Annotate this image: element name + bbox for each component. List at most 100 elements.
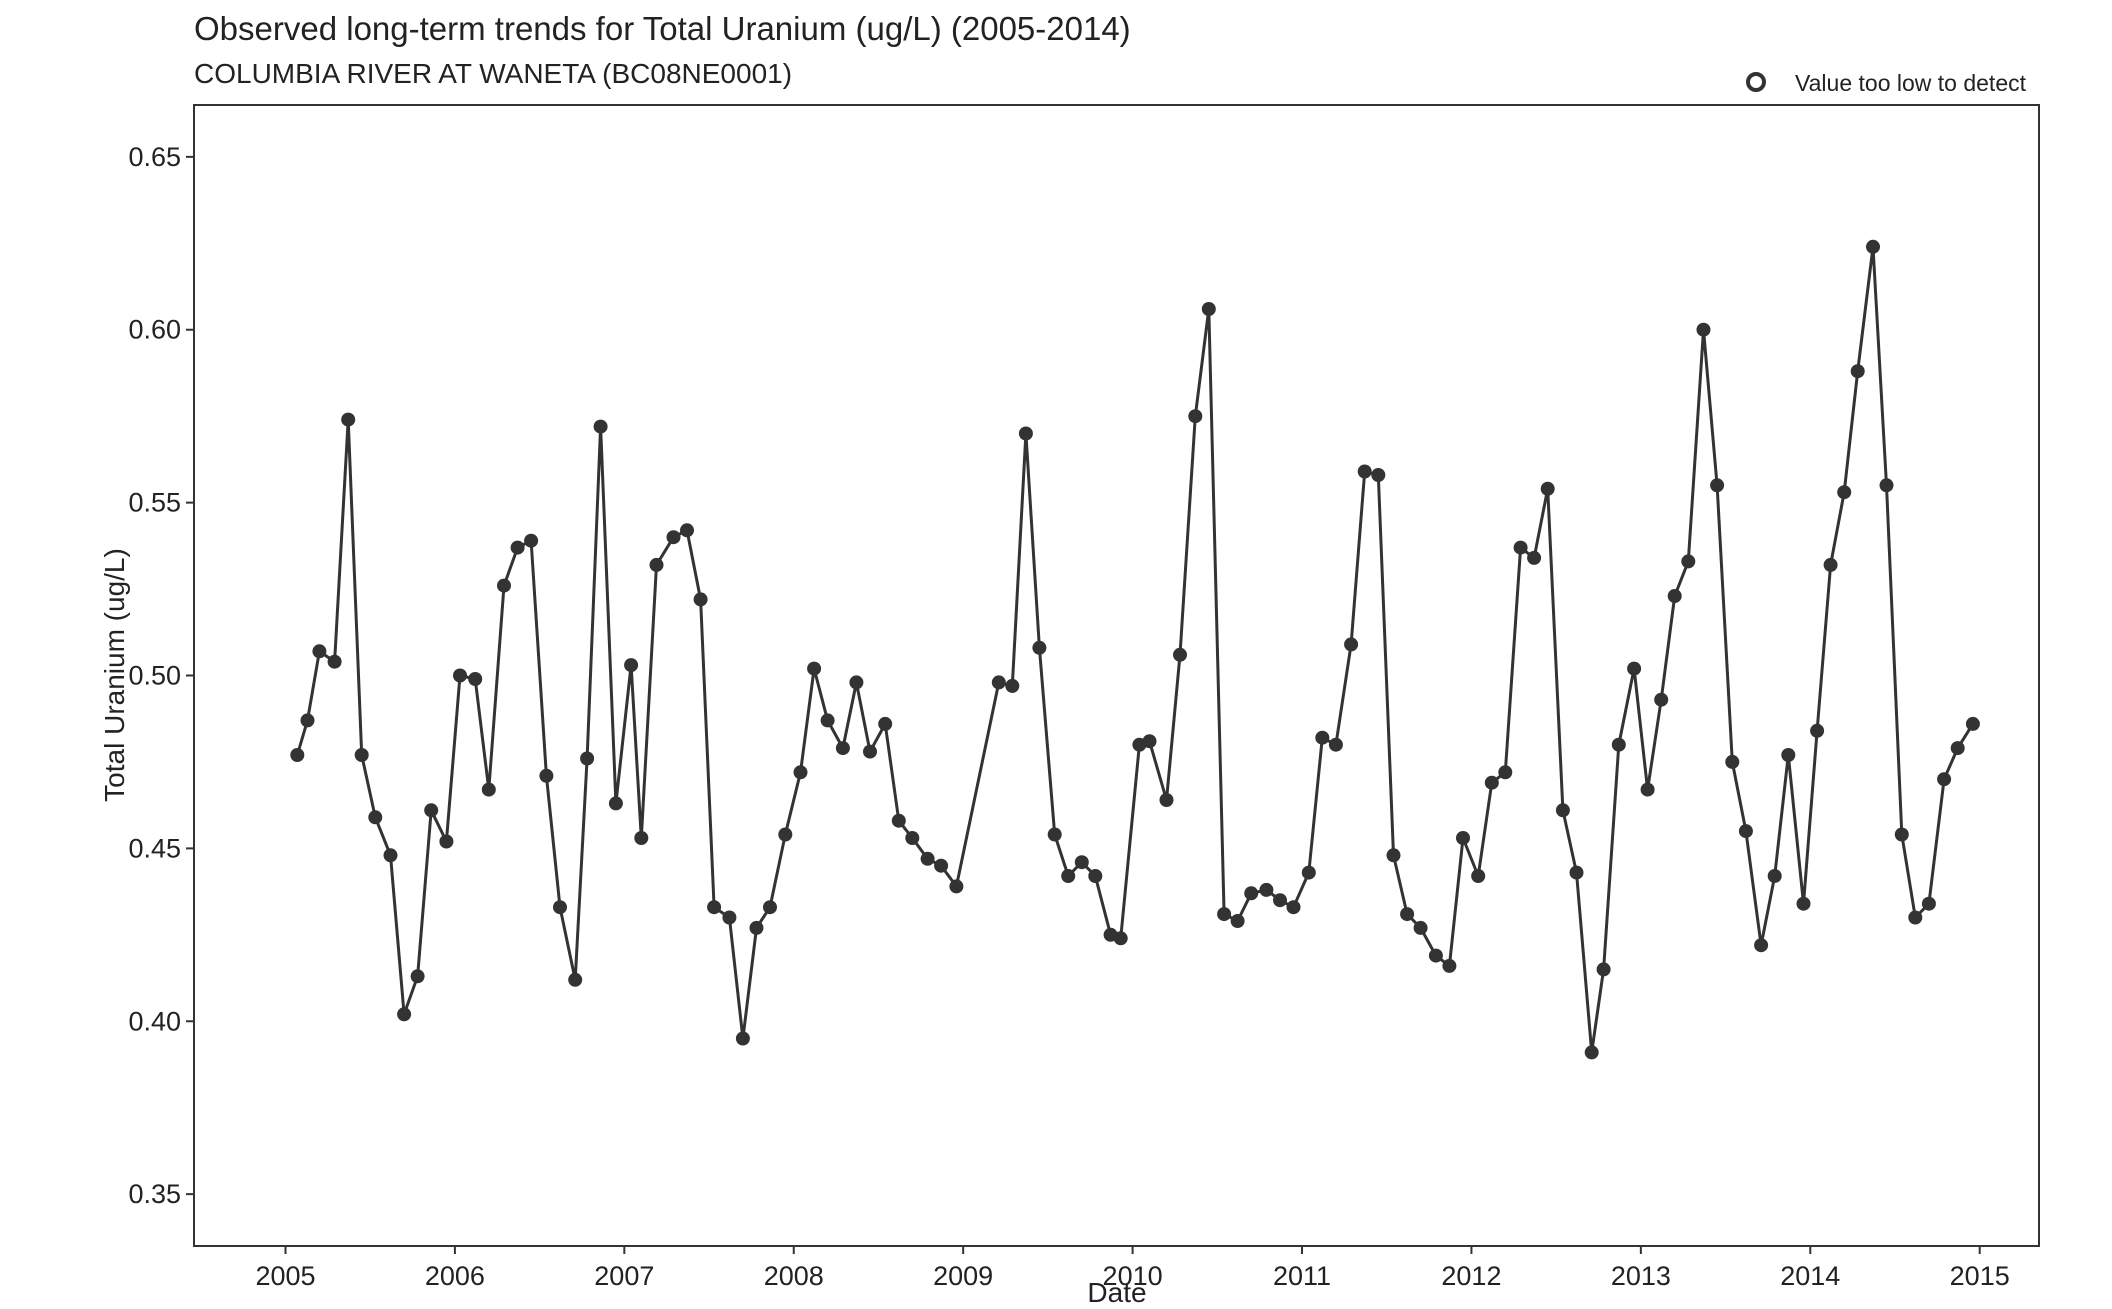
data-point [1428, 948, 1443, 963]
x-tick-label: 2008 [764, 1261, 824, 1291]
data-point [1032, 640, 1047, 655]
data-point [634, 831, 649, 845]
data-point [290, 748, 305, 762]
data-point [1413, 920, 1428, 935]
data-point [1244, 886, 1259, 901]
data-point [1908, 910, 1923, 925]
data-point [354, 748, 369, 762]
data-point [1569, 865, 1584, 880]
data-point [1767, 869, 1782, 883]
data-point [1754, 938, 1769, 953]
data-point [468, 672, 483, 686]
data-point [383, 848, 398, 863]
data-point [1005, 678, 1020, 693]
data-point [327, 654, 342, 669]
data-point [1866, 239, 1880, 254]
data-point [1386, 848, 1401, 863]
data-point [1950, 741, 1965, 756]
data-point [1442, 958, 1457, 973]
data-point [1074, 855, 1089, 870]
data-point [1498, 765, 1513, 780]
data-point [905, 831, 920, 845]
data-point [1061, 869, 1076, 883]
data-point [1159, 793, 1174, 807]
data-point [749, 920, 764, 935]
data-point [1344, 637, 1359, 652]
data-point [397, 1007, 412, 1022]
data-point [793, 765, 808, 780]
data-point [1217, 907, 1232, 922]
data-point [1937, 772, 1952, 787]
data-point [949, 879, 964, 894]
data-point [524, 533, 539, 548]
data-point [1596, 962, 1611, 977]
data-point [1781, 748, 1796, 762]
data-point [878, 716, 893, 731]
x-tick-label: 2009 [933, 1261, 993, 1291]
chart-subtitle: COLUMBIA RIVER AT WANETA (BC08NE0001) [194, 58, 792, 89]
data-point [312, 644, 327, 659]
data-point [593, 419, 608, 434]
data-point [1725, 754, 1740, 769]
data-point [680, 523, 694, 538]
data-point [1696, 322, 1711, 337]
data-point [300, 713, 315, 728]
data-point [1894, 827, 1909, 842]
data-point [1640, 782, 1655, 797]
data-point [991, 675, 1006, 690]
data-point [1471, 869, 1486, 883]
data-point [1188, 409, 1203, 424]
data-point [763, 900, 777, 915]
data-point [1627, 661, 1642, 676]
data-point [835, 741, 850, 756]
data-point [707, 900, 722, 915]
data-point [1584, 1045, 1599, 1060]
data-point [553, 900, 567, 915]
data-point [368, 810, 383, 825]
data-point [1328, 737, 1343, 752]
x-tick-label: 2010 [1103, 1261, 1163, 1291]
data-point [666, 530, 681, 545]
data-point [1286, 900, 1301, 915]
chart-title: Observed long-term trends for Total Uran… [194, 10, 1131, 47]
data-point [410, 969, 425, 984]
x-axis: 2005 2006 2007 2008 2009 2010 2011 2012 2013 2014… [255, 1246, 2010, 1291]
data-point [439, 834, 454, 849]
data-point [624, 658, 639, 673]
data-point [1654, 692, 1669, 707]
data-point [1540, 481, 1555, 496]
x-tick-label: 2015 [1950, 1261, 2010, 1291]
series-line [295, 245, 1975, 1054]
data-point [539, 768, 554, 783]
data-point [807, 661, 822, 676]
data-point [1484, 775, 1499, 790]
data-point [891, 813, 906, 828]
data-point [722, 910, 737, 925]
data-point [849, 675, 864, 690]
y-tick-label: 0.50 [128, 661, 181, 691]
x-tick-label: 2014 [1780, 1261, 1840, 1291]
data-point [481, 782, 496, 797]
data-point [341, 412, 356, 427]
data-point [1301, 865, 1316, 880]
data-point [608, 796, 623, 811]
y-tick-label: 0.40 [128, 1006, 181, 1036]
data-point [693, 592, 708, 607]
data-point [1230, 914, 1245, 928]
data-point [1173, 647, 1187, 662]
data-point [1921, 896, 1936, 911]
data-point [934, 858, 949, 873]
data-point [1710, 478, 1725, 493]
data-point [1796, 896, 1811, 911]
data-point [1850, 364, 1865, 379]
legend: Value too low to detect [1746, 70, 2027, 96]
x-tick-label: 2011 [1273, 1261, 1331, 1291]
y-tick-label: 0.65 [128, 142, 181, 172]
x-tick-label: 2007 [594, 1261, 654, 1291]
data-point [1371, 468, 1386, 482]
data-point [778, 827, 793, 842]
data-point [1555, 803, 1570, 818]
data-point [1667, 589, 1682, 603]
data-point [649, 557, 664, 572]
